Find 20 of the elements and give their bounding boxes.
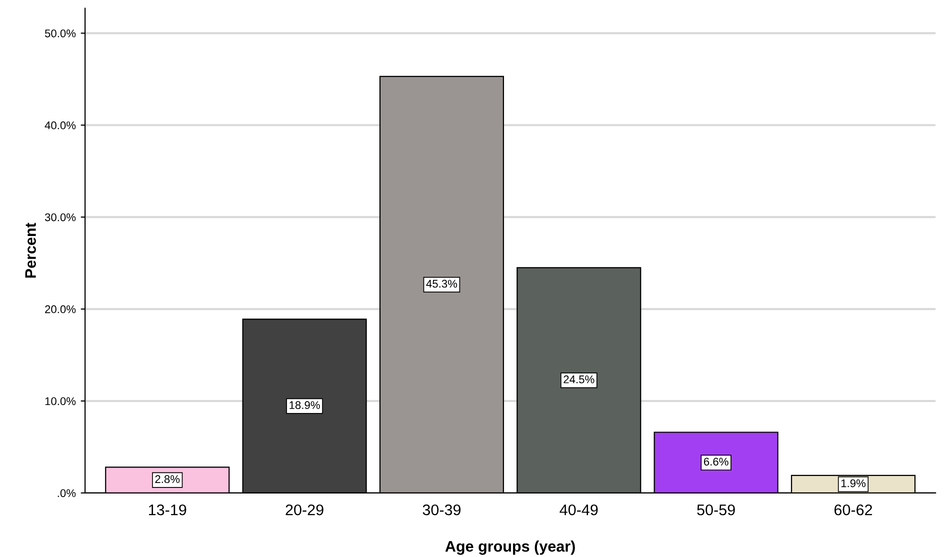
y-tick-label: .0% xyxy=(58,489,76,498)
y-tick-label: 20.0% xyxy=(45,305,76,314)
x-tick-label: 50-59 xyxy=(697,504,735,516)
x-tick-label: 60-62 xyxy=(834,504,872,516)
y-tick-label: 50.0% xyxy=(44,29,76,38)
x-tick-label: 20-29 xyxy=(286,504,324,516)
x-axis-title: Age groups (year) xyxy=(445,540,575,555)
data-label: 24.5% xyxy=(564,375,594,384)
y-tick-label: 10.0% xyxy=(45,397,76,406)
data-label: 18.9% xyxy=(290,401,320,410)
y-tick-label: 40.0% xyxy=(44,121,76,130)
data-label: 6.6% xyxy=(704,458,728,466)
x-tick-label: 40-49 xyxy=(560,504,598,516)
x-tick-label: 13-19 xyxy=(148,504,186,516)
data-label: 1.9% xyxy=(841,479,866,488)
data-label: 2.8% xyxy=(155,475,180,484)
data-label: 45.3% xyxy=(426,280,458,288)
y-tick-label: 30.0% xyxy=(44,213,76,222)
x-tick-label: 30-39 xyxy=(422,504,461,516)
y-axis-title: Percent xyxy=(25,222,36,278)
